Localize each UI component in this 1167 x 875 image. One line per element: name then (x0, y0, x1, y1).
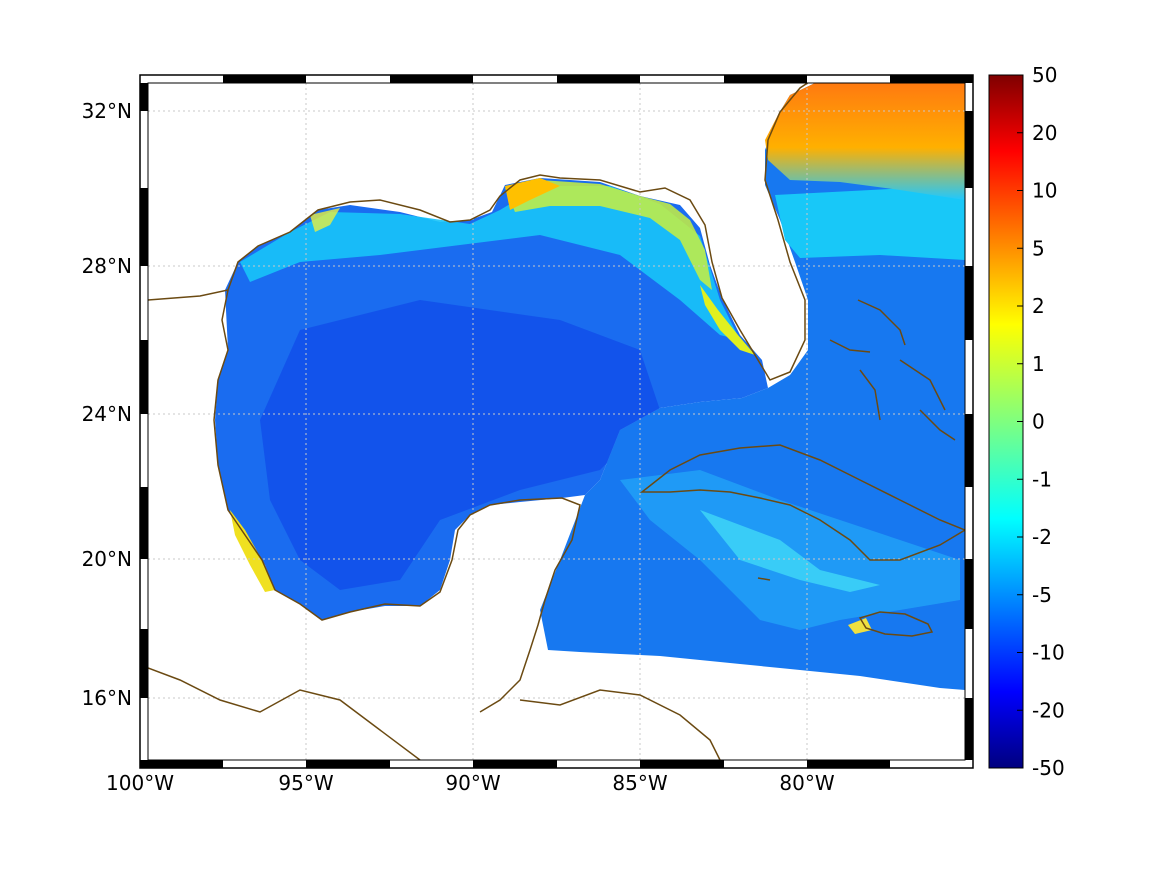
y-tick-label: 32°N (82, 99, 132, 123)
jamaica-yellow (848, 618, 872, 634)
louisiana-yellow (505, 178, 560, 210)
x-tick-label: 90°W (445, 771, 500, 795)
x-tick-label: 85°W (612, 771, 667, 795)
mexico-gulf-coastline (213, 289, 581, 713)
cuba-outline (639, 444, 965, 561)
y-tick-label: 24°N (82, 402, 132, 426)
colorbar-tick-label: -10 (1032, 641, 1065, 665)
x-tick-label: 100°W (106, 771, 174, 795)
caribbean-cyan-streak (700, 510, 880, 592)
y-tick-label: 20°N (82, 547, 132, 571)
data-layer (215, 83, 965, 690)
central-america-coastline (148, 667, 721, 760)
jamaica-outline (858, 611, 934, 637)
isle-of-youth (757, 577, 771, 581)
bahamas-outline (829, 299, 956, 441)
colorbar-tick-label: -2 (1032, 525, 1052, 549)
x-axis-labels: 100°W 95°W 90°W 85°W 80°W (106, 771, 835, 795)
colorbar-tick-label: -20 (1032, 698, 1065, 722)
colorbar-tick-label: -5 (1032, 583, 1052, 607)
map-border (139, 74, 974, 769)
colorbar-tick-label: 0 (1032, 410, 1045, 434)
x-tick-label: 80°W (779, 771, 834, 795)
colorbar-tick-label: 1 (1032, 352, 1045, 376)
x-tick-label: 95°W (278, 771, 333, 795)
colorbar-tick-label: -1 (1032, 467, 1052, 491)
north-atlantic-warm (765, 83, 965, 200)
gulf-inner-blue (260, 300, 660, 590)
gulf-north-cyan (240, 186, 740, 340)
coastlines (148, 83, 965, 760)
colorbar-tick-label: 5 (1032, 236, 1045, 260)
texas-north-yellow (310, 208, 340, 232)
us-gulf-coastline (148, 83, 809, 381)
gulf-north-yellow (505, 180, 712, 290)
y-tick-label: 28°N (82, 254, 132, 278)
colorbar-tick-label: 10 (1032, 179, 1057, 203)
y-axis-labels: 32°N 28°N 24°N 20°N 16°N (82, 99, 132, 710)
colorbar-tick-label: 2 (1032, 294, 1045, 318)
colorbar-tick-label: -50 (1032, 756, 1065, 780)
atlantic-cyan (775, 185, 965, 260)
colorbar-tick-label: 50 (1032, 63, 1057, 87)
colorbar-tick-label: 20 (1032, 121, 1057, 145)
y-tick-label: 16°N (82, 686, 132, 710)
